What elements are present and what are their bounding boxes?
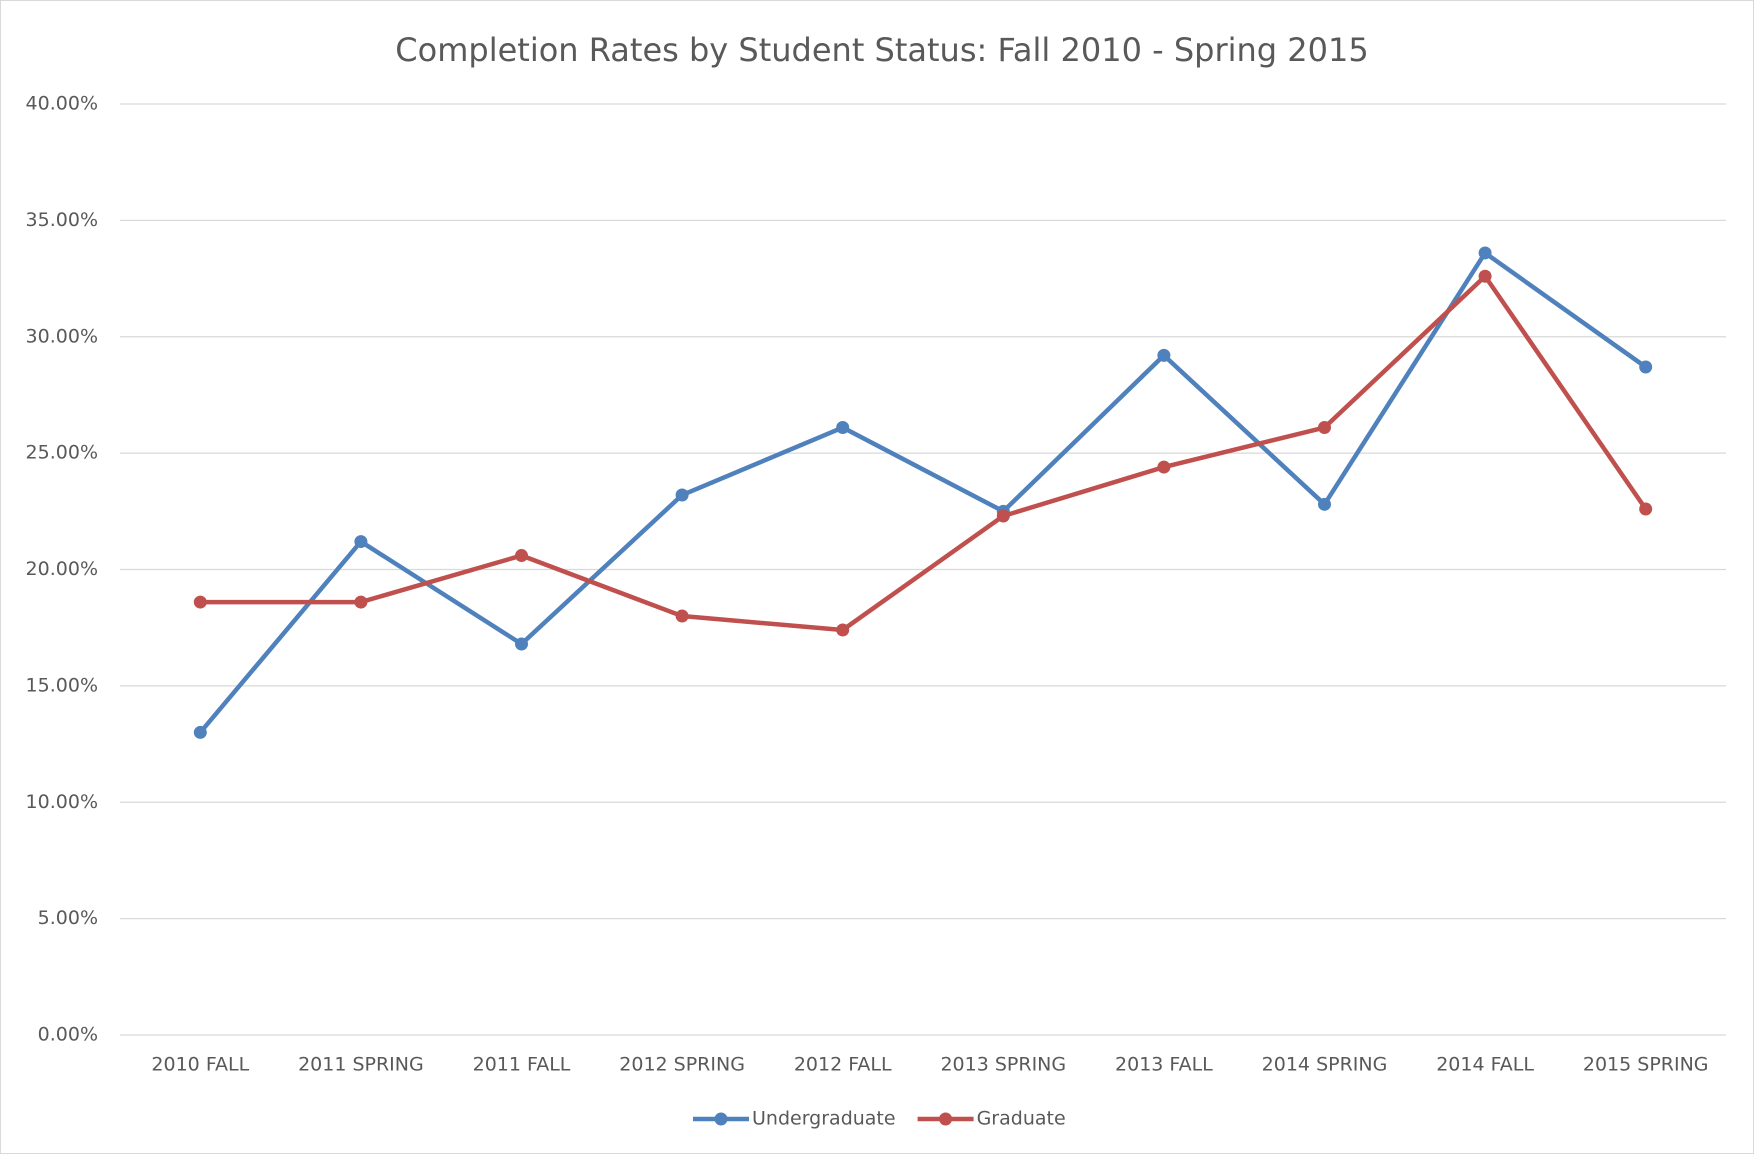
point [675, 488, 689, 502]
y-tick-label: 40.00% [26, 93, 98, 115]
point [1318, 421, 1331, 435]
point [1318, 497, 1331, 511]
point [996, 509, 1010, 523]
point [515, 549, 528, 563]
point [515, 637, 528, 651]
point [354, 595, 368, 609]
y-tick-label: 10.00% [26, 791, 98, 813]
point [193, 725, 207, 739]
x-tick-label: 2010 FALL [151, 1054, 249, 1076]
point [836, 623, 850, 637]
point [193, 595, 207, 609]
x-tick-label: 2014 SPRING [1262, 1054, 1388, 1076]
x-tick-label: 2012 SPRING [619, 1054, 745, 1076]
x-tick-label: 2014 FALL [1436, 1054, 1534, 1076]
y-tick-label: 35.00% [26, 209, 98, 231]
legend-marker [939, 1112, 953, 1126]
y-tick-label: 25.00% [26, 442, 98, 464]
point [1478, 269, 1492, 283]
point [354, 535, 368, 549]
x-tick-label: 2012 FALL [794, 1054, 892, 1076]
legend-label: Undergraduate [752, 1108, 896, 1130]
y-tick-label: 15.00% [26, 674, 98, 696]
legend-marker [714, 1112, 728, 1126]
x-tick-label: 2011 SPRING [298, 1054, 424, 1076]
series-line [198, 250, 1648, 734]
x-tick-label: 2011 FALL [473, 1054, 571, 1076]
point [1157, 348, 1171, 362]
point [836, 421, 850, 435]
point [1157, 460, 1171, 474]
x-tick-label: 2013 SPRING [940, 1054, 1066, 1076]
point [675, 609, 689, 623]
y-tick-label: 20.00% [26, 558, 98, 580]
series-line [200, 273, 1648, 633]
x-tick-label: 2015 SPRING [1583, 1054, 1709, 1076]
legend-label: Graduate [977, 1108, 1066, 1130]
y-tick-label: 0.00% [38, 1024, 98, 1046]
point [1639, 360, 1653, 374]
point [1478, 246, 1492, 260]
chart-title: Completion Rates by Student Status: Fall… [395, 31, 1368, 69]
point [1639, 502, 1653, 516]
y-tick-label: 5.00% [38, 907, 98, 929]
y-tick-label: 30.00% [26, 325, 98, 347]
x-tick-label: 2013 FALL [1115, 1054, 1213, 1076]
